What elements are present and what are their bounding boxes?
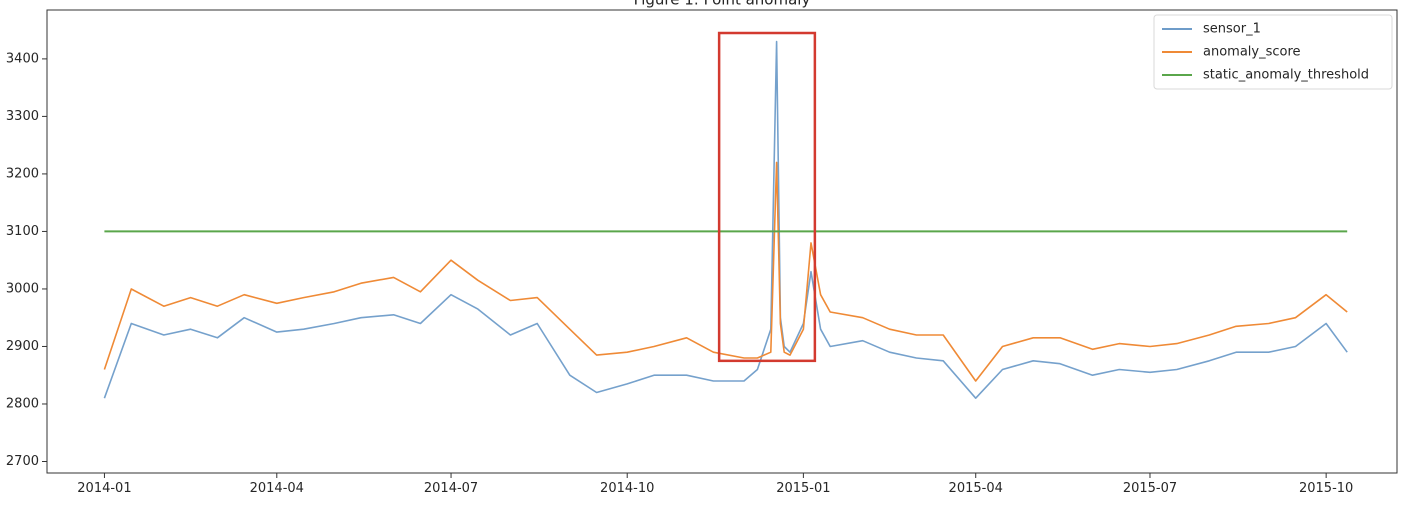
y-tick-label: 3200 xyxy=(6,166,39,181)
x-tick-label: 2014-04 xyxy=(250,481,304,496)
x-tick-label: 2015-10 xyxy=(1299,481,1353,496)
y-tick-label: 2900 xyxy=(6,339,39,354)
y-tick-label: 2800 xyxy=(6,396,39,411)
legend-label-static-anomaly-threshold: static_anomaly_threshold xyxy=(1203,68,1369,83)
series-line-sensor-1 xyxy=(103,40,1348,400)
anomaly-highlight-box xyxy=(717,31,817,363)
y-tick-label: 3100 xyxy=(6,224,39,239)
chart-title: Figure 1: Point anomaly xyxy=(634,0,811,9)
y-tick-label: 2700 xyxy=(6,454,39,469)
y-tick-label: 3300 xyxy=(6,109,39,124)
x-tick-label: 2015-01 xyxy=(776,481,830,496)
series-line-anomaly-score xyxy=(103,161,1348,382)
x-tick-label: 2014-01 xyxy=(77,481,131,496)
x-tick-label: 2015-07 xyxy=(1123,481,1177,496)
x-tick-label: 2014-10 xyxy=(600,481,654,496)
legend-label-sensor-1: sensor_1 xyxy=(1203,22,1261,37)
legend-box xyxy=(1153,14,1393,90)
x-tick-label: 2014-07 xyxy=(424,481,478,496)
x-axis: 2014-01 2014-04 2014-07 2014-10 2015-01 2015-… xyxy=(77,473,1353,496)
legend: sensor_1 anomaly_score static_anomaly_thre… xyxy=(1153,14,1393,90)
y-tick-label: 3400 xyxy=(6,51,39,66)
y-tick-label: 3000 xyxy=(6,281,39,296)
series-layer xyxy=(103,40,1348,400)
legend-label-anomaly-score: anomaly_score xyxy=(1203,45,1301,60)
y-axis: 2700 2800 2900 3000 3100 3200 3300 3400 xyxy=(6,51,47,469)
plot-area xyxy=(46,9,1398,474)
x-tick-label: 2015-04 xyxy=(949,481,1003,496)
annotation-layer xyxy=(717,31,817,363)
